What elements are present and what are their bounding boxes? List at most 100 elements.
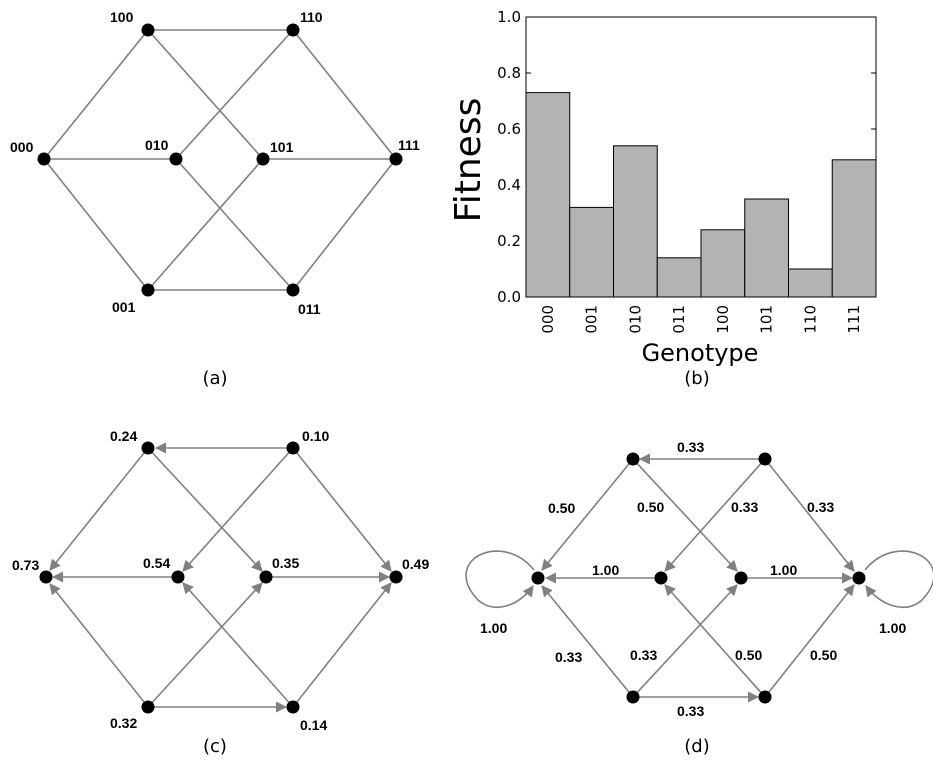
edge-d-label-1: 0.50 bbox=[548, 500, 575, 516]
edge-111-011 bbox=[292, 158, 397, 291]
node-010 bbox=[169, 152, 183, 166]
node-label-110: 110 bbox=[300, 9, 323, 25]
panel-label-d: (d) bbox=[684, 736, 709, 757]
node-label-010: 010 bbox=[145, 137, 169, 153]
edge-d-label-10: 0.33 bbox=[630, 647, 657, 663]
edge-101-001 bbox=[147, 158, 264, 291]
edge-d-bl-mr bbox=[632, 584, 738, 698]
node-d-l bbox=[531, 571, 545, 585]
node-d-tl bbox=[626, 452, 640, 466]
bar-111 bbox=[831, 159, 877, 298]
edge-110-010 bbox=[175, 29, 294, 160]
node-label-000: 000 bbox=[10, 139, 34, 155]
edge-d-tr-r bbox=[764, 458, 855, 572]
edge-c-010-054 bbox=[182, 447, 294, 572]
y-tick-label: 0.4 bbox=[497, 176, 521, 194]
bar-010 bbox=[613, 145, 658, 298]
node-d-tr bbox=[758, 452, 772, 466]
x-tick-label: 110 bbox=[801, 305, 819, 334]
x-tick-label: 001 bbox=[583, 305, 601, 334]
edge-100-101 bbox=[147, 29, 264, 160]
edge-000-001 bbox=[43, 158, 149, 291]
node-c-014 bbox=[286, 700, 300, 714]
edge-c-010-049 bbox=[292, 447, 392, 572]
edge-d-label-11: 0.50 bbox=[735, 647, 762, 663]
x-tick-label: 011 bbox=[670, 305, 688, 334]
node-d-ml bbox=[654, 571, 668, 585]
x-tick-label: 010 bbox=[626, 305, 644, 334]
self-loop-right bbox=[864, 550, 933, 609]
node-c-label-032: 0.32 bbox=[110, 715, 137, 731]
y-tick-label: 0.6 bbox=[497, 120, 521, 138]
x-ticks: 000 001 010 011 100 101 110 111 bbox=[539, 305, 863, 334]
node-d-br bbox=[758, 690, 772, 704]
node-c-label-010: 0.10 bbox=[302, 428, 329, 444]
node-c-049 bbox=[389, 570, 403, 584]
self-loop-left bbox=[465, 550, 535, 609]
node-d-r bbox=[852, 571, 866, 585]
edge-c-024-035 bbox=[147, 447, 263, 572]
y-tick-label: 0.2 bbox=[497, 232, 521, 250]
node-c-label-049: 0.49 bbox=[402, 556, 429, 572]
bar-001 bbox=[569, 206, 614, 298]
node-label-100: 100 bbox=[110, 9, 134, 25]
y-tick-label: 1.0 bbox=[497, 8, 521, 26]
edge-d-label-8: 1.00 bbox=[879, 620, 906, 636]
edge-c-032-035 bbox=[147, 582, 263, 708]
node-label-001: 001 bbox=[112, 299, 136, 315]
panel-b-chart: 0.0 0.2 0.4 0.6 0.8 1.0 000 001 010 011 100 101 110… bbox=[448, 8, 877, 389]
y-ticks: 0.0 0.2 0.4 0.6 0.8 1.0 bbox=[497, 8, 876, 306]
edge-d-label-13: 0.33 bbox=[677, 703, 704, 719]
node-c-label-035: 0.35 bbox=[272, 555, 299, 571]
node-c-label-024: 0.24 bbox=[110, 428, 137, 444]
node-110 bbox=[286, 23, 300, 37]
node-100 bbox=[141, 23, 155, 37]
bar-000 bbox=[525, 92, 571, 298]
node-c-073 bbox=[39, 570, 53, 584]
node-c-032 bbox=[141, 700, 155, 714]
node-label-011: 011 bbox=[298, 301, 321, 317]
node-c-054 bbox=[171, 570, 185, 584]
edge-d-label-7: 1.00 bbox=[480, 620, 507, 636]
node-c-035 bbox=[259, 570, 273, 584]
y-tick-label: 0.0 bbox=[497, 288, 521, 306]
x-tick-label: 111 bbox=[845, 305, 863, 334]
edge-c-014-054 bbox=[182, 582, 294, 708]
edge-d-label-12: 0.50 bbox=[810, 647, 837, 663]
node-111 bbox=[389, 152, 403, 166]
edge-d-tl-l bbox=[541, 458, 634, 571]
x-axis-title: Genotype bbox=[642, 339, 759, 367]
edge-100-000 bbox=[43, 29, 149, 160]
panel-label-c: (c) bbox=[203, 736, 227, 757]
edge-d-label-9: 0.33 bbox=[555, 649, 582, 665]
edge-d-label-5: 1.00 bbox=[592, 562, 619, 578]
node-label-101: 101 bbox=[270, 139, 294, 155]
node-c-010 bbox=[286, 441, 300, 455]
panel-c: 0.24 0.10 0.73 0.54 0.35 0.49 0.32 0.14 … bbox=[12, 428, 429, 757]
node-c-label-054: 0.54 bbox=[143, 555, 170, 571]
panel-d: 0.33 0.50 0.50 0.33 0.33 1.00 1.00 1.00 … bbox=[465, 439, 933, 757]
node-001 bbox=[141, 283, 155, 297]
bar-011 bbox=[656, 257, 702, 298]
panel-label-b: (b) bbox=[684, 368, 709, 389]
edge-c-014-049 bbox=[292, 582, 392, 708]
node-101 bbox=[256, 152, 270, 166]
bar-100 bbox=[700, 229, 746, 298]
x-tick-label: 100 bbox=[714, 305, 732, 334]
panel-label-a: (a) bbox=[202, 368, 227, 389]
node-d-bl bbox=[626, 690, 640, 704]
node-d-mr bbox=[734, 571, 748, 585]
node-c-label-073: 0.73 bbox=[12, 557, 39, 573]
edge-d-br-r bbox=[764, 584, 855, 698]
edge-d-tl-mr bbox=[632, 458, 738, 572]
node-000 bbox=[37, 152, 51, 166]
x-tick-label: 101 bbox=[758, 305, 776, 334]
bars bbox=[525, 92, 877, 298]
y-tick-label: 0.8 bbox=[497, 64, 521, 82]
edge-d-bl-l bbox=[541, 585, 634, 698]
edge-d-tr-ml bbox=[664, 458, 766, 572]
edge-d-br-ml bbox=[664, 584, 766, 698]
edge-d-label-0: 0.33 bbox=[677, 439, 704, 455]
node-c-label-014: 0.14 bbox=[300, 717, 327, 733]
